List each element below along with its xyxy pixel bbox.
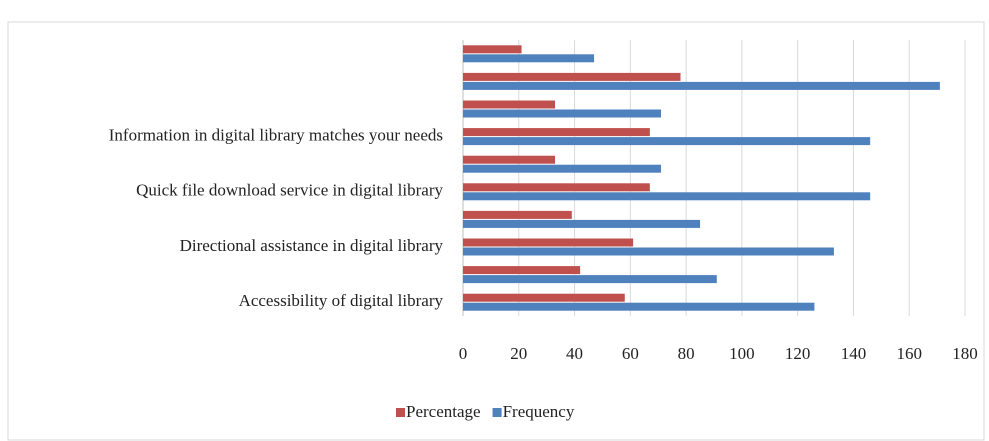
- x-tick-label: 80: [678, 344, 695, 363]
- y-tick-label: Quick file download service in digital l…: [136, 181, 443, 200]
- bar: [463, 155, 556, 164]
- bar: [463, 192, 871, 201]
- x-tick-label: 60: [622, 344, 639, 363]
- bar: [463, 54, 595, 63]
- x-tick-label: 0: [459, 344, 468, 363]
- x-tick-label: 140: [841, 344, 867, 363]
- bar: [463, 128, 650, 137]
- x-tick-label: 40: [566, 344, 583, 363]
- y-tick-label: Directional assistance in digital librar…: [180, 236, 444, 255]
- bar: [463, 275, 717, 284]
- bar: [463, 247, 834, 256]
- bar: [463, 293, 625, 302]
- bar: [463, 81, 940, 90]
- bar: [463, 137, 871, 146]
- x-tick-label: 20: [510, 344, 527, 363]
- bar: [463, 100, 556, 109]
- bar: [463, 45, 522, 54]
- bar: [463, 72, 681, 81]
- bar: [463, 219, 701, 228]
- bar: [463, 238, 634, 247]
- x-tick-label: 160: [896, 344, 922, 363]
- bar: [463, 109, 662, 118]
- legend-swatch: [396, 408, 405, 417]
- bar: [463, 210, 572, 219]
- bar: [463, 302, 815, 311]
- legend-label: Percentage: [406, 402, 481, 421]
- x-tick-label: 180: [952, 344, 978, 363]
- legend-label: Frequency: [503, 402, 575, 421]
- x-tick-label: 120: [785, 344, 811, 363]
- y-tick-label: Accessibility of digital library: [239, 291, 444, 310]
- bar: [463, 164, 662, 173]
- y-tick-label: Information in digital library matches y…: [109, 126, 443, 145]
- chart-frame: [7, 21, 985, 441]
- legend-swatch: [492, 408, 502, 417]
- bar: [463, 266, 581, 275]
- bar: [463, 183, 650, 192]
- x-tick-label: 100: [729, 344, 755, 363]
